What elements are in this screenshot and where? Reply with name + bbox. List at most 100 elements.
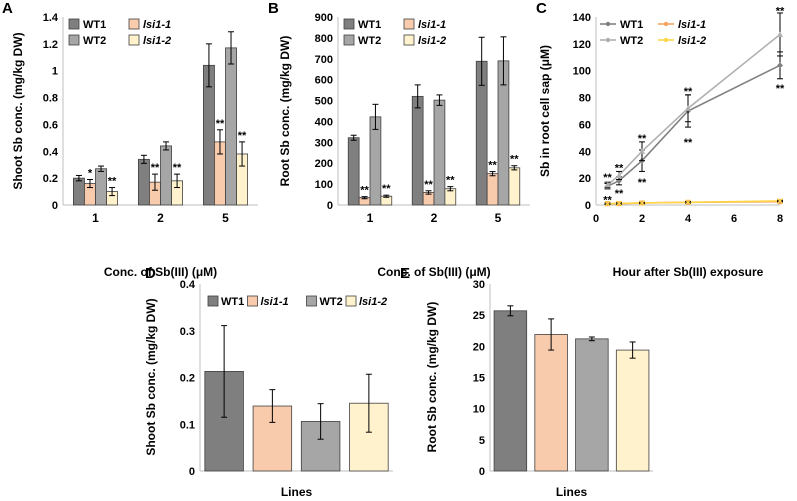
y-tick-label: 0 [327,200,333,212]
y-tick-label: 5 [479,435,485,447]
data-point [616,200,622,207]
y-tick-label: 200 [315,158,333,170]
series-line [606,33,781,186]
y-tick-label: 600 [315,75,333,87]
legend-marker [605,37,611,43]
legend-label: lsi1-2 [143,35,171,47]
y-tick-label: 400 [315,116,333,128]
y-tick-label: 40 [579,146,591,158]
bar [95,168,107,206]
bar [137,158,150,206]
panel-letter: B [268,0,279,17]
y-axis-title: Root Sb conc. (mg/kg DW) [425,302,439,453]
y-tick-label: 0 [479,466,485,478]
legend-label: WT1 [358,19,381,31]
y-axis-title: Shoot Sb conc. (mg/kg DW) [11,32,25,189]
legend-marker [663,21,669,27]
y-axis-title: Sb in root cell sap (μM) [538,45,552,177]
x-tick-label: 1 [92,211,99,225]
significance-mark: ** [216,118,225,130]
legend-swatch [128,34,140,46]
legend-label: WT2 [358,35,381,47]
legend-label: lsi1-1 [143,19,171,31]
y-tick-label: 30 [473,279,485,291]
bar [486,173,499,206]
data-point [777,198,783,204]
legend-label: WT2 [83,35,106,47]
data-point [616,172,622,178]
legend-marker [605,21,611,27]
y-tick-label: 10 [473,404,485,416]
y-tick-label: 0.1 [180,419,195,431]
significance-mark: ** [638,133,647,145]
bar [433,99,446,206]
legend-label: WT1 [83,19,106,31]
y-tick-label: 60 [579,119,591,131]
data-point [685,105,691,111]
x-axis-title: Hour after Sb(III) exposure [613,265,764,279]
x-tick-label: 2 [431,211,438,225]
data-point [777,31,783,37]
panel-letter: D [145,265,156,282]
legend-label: lsi1-2 [678,35,706,47]
x-tick-label: 5 [495,211,502,225]
y-tick-label: 0.2 [43,173,58,185]
significance-mark: ** [424,179,433,191]
significance-mark: * [88,167,93,179]
legend-label: WT1 [620,19,643,31]
legend-label: lsi1-1 [678,19,706,31]
significance-mark: ** [776,83,785,95]
data-point [639,200,645,206]
significance-mark: ** [510,154,519,166]
legend-label: WT2 [620,35,643,47]
y-tick-label: 0.6 [43,119,58,131]
panel-letter: A [2,0,13,17]
y-tick-label: 15 [473,373,485,385]
panel-e: E 0 5 10 15 20 25 30 Lines Root Sb conc. (mg/kg D… [400,265,653,499]
legend-swatch [343,34,355,46]
y-tick-label: 0 [189,466,195,478]
significance-mark: ** [446,175,455,187]
y-tick-label: 0.3 [180,326,195,338]
legend-swatch [68,34,80,46]
y-tick-label: 80 [579,93,591,105]
x-tick-label: 6 [731,213,737,225]
significance-mark: ** [238,130,247,142]
bar [534,334,568,472]
y-tick-label: 0 [52,200,58,212]
bar [369,116,382,206]
x-tick-label: 4 [685,213,692,225]
legend-label: lsi1-1 [261,296,289,308]
bar [575,338,609,472]
x-tick-label: 1 [367,211,374,225]
legend-swatch [247,295,258,307]
significance-mark: ** [776,5,785,17]
significance-mark: ** [603,195,612,207]
significance-mark: ** [603,172,612,184]
bar [225,47,237,206]
x-tick-label: 8 [777,213,783,225]
panel-b: B 0 100 200 300 400 500 600 700 800 900 Conc. of Sb… [268,0,530,279]
legend-swatch [68,18,80,30]
y-tick-label: 0.8 [43,93,58,105]
panel-d: D 0 0.1 0.2 0.3 0.4 Lines Shoot Sb conc. (mg/kg… [144,265,393,499]
y-tick-label: 20 [473,341,485,353]
legend-label: lsi1-2 [418,35,446,47]
y-tick-label: 500 [315,96,333,108]
y-tick-label: 100 [573,66,591,78]
legend-label: WT1 [221,296,244,308]
y-tick-label: 100 [315,179,333,191]
bar [411,95,424,206]
y-tick-label: 800 [315,33,333,45]
legend-swatch [403,34,415,46]
y-tick-label: 0.2 [180,373,195,385]
significance-mark: ** [382,183,391,195]
x-axis-title: Lines [556,485,588,499]
panel-letter: E [400,265,410,282]
significance-mark: ** [684,86,693,98]
x-tick-label: 2 [639,213,645,225]
significance-mark: ** [360,185,369,197]
data-point [604,200,611,207]
